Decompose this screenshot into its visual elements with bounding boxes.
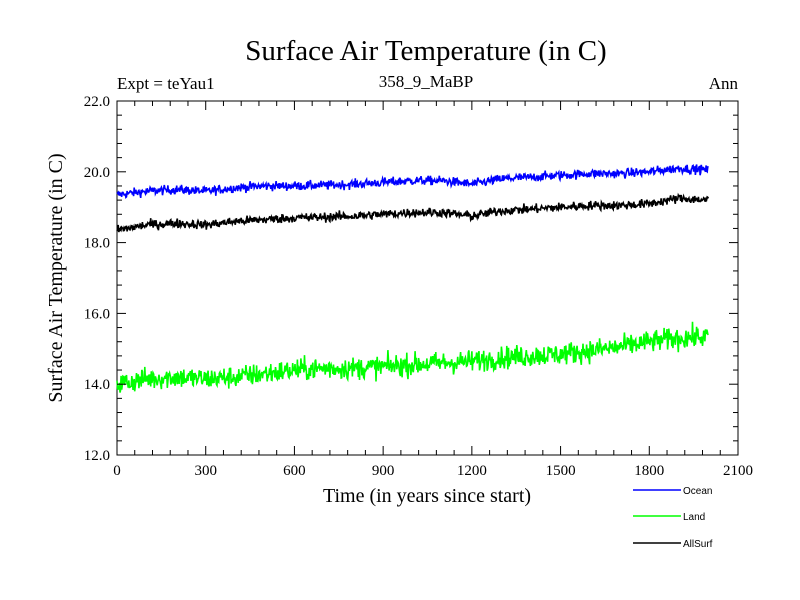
series-line-ocean	[116, 164, 709, 200]
series-line-allsurf	[116, 192, 710, 233]
x-tick-label: 1500	[546, 463, 576, 479]
axis-ticks: 0 300 600 900 1200 1500 1800 2100 12.0 14.0 16.0 18…	[84, 94, 753, 479]
x-axis-label: Time (in years since start)	[323, 485, 531, 507]
x-tick-label: 1800	[634, 463, 664, 479]
y-tick-label: 18.0	[84, 236, 110, 252]
y-tick-label: 22.0	[84, 94, 110, 110]
legend-label-allsurf: AllSurf	[683, 539, 713, 550]
x-tick-label: 600	[283, 463, 306, 479]
x-tick-label: 2100	[723, 463, 753, 479]
x-tick-label: 300	[194, 463, 217, 479]
x-tick-label: 1200	[457, 463, 487, 479]
legend-label-land: Land	[683, 512, 705, 523]
x-tick-label: 900	[372, 463, 395, 479]
series-line-land	[116, 321, 709, 393]
legend: Ocean Land AllSurf	[633, 486, 713, 550]
experiment-annotation: Expt = teYau1	[117, 74, 215, 93]
y-tick-label: 12.0	[84, 448, 110, 464]
season-annotation: Ann	[709, 74, 739, 93]
chart-subtitle: 358_9_MaBP	[379, 72, 473, 91]
plot-frame	[116, 100, 739, 456]
y-tick-label: 16.0	[84, 306, 110, 322]
x-tick-label: 0	[113, 463, 121, 479]
plot-area: 0 300 600 900 1200 1500 1800 2100 12.0 14.0 16.0 18…	[84, 94, 753, 479]
chart-title: Surface Air Temperature (in C)	[245, 35, 606, 67]
legend-label-ocean: Ocean	[683, 486, 712, 497]
y-tick-label: 20.0	[84, 165, 110, 181]
series-group	[116, 164, 710, 393]
y-axis-label: Surface Air Temperature (in C)	[45, 153, 67, 402]
y-tick-label: 14.0	[84, 377, 110, 393]
